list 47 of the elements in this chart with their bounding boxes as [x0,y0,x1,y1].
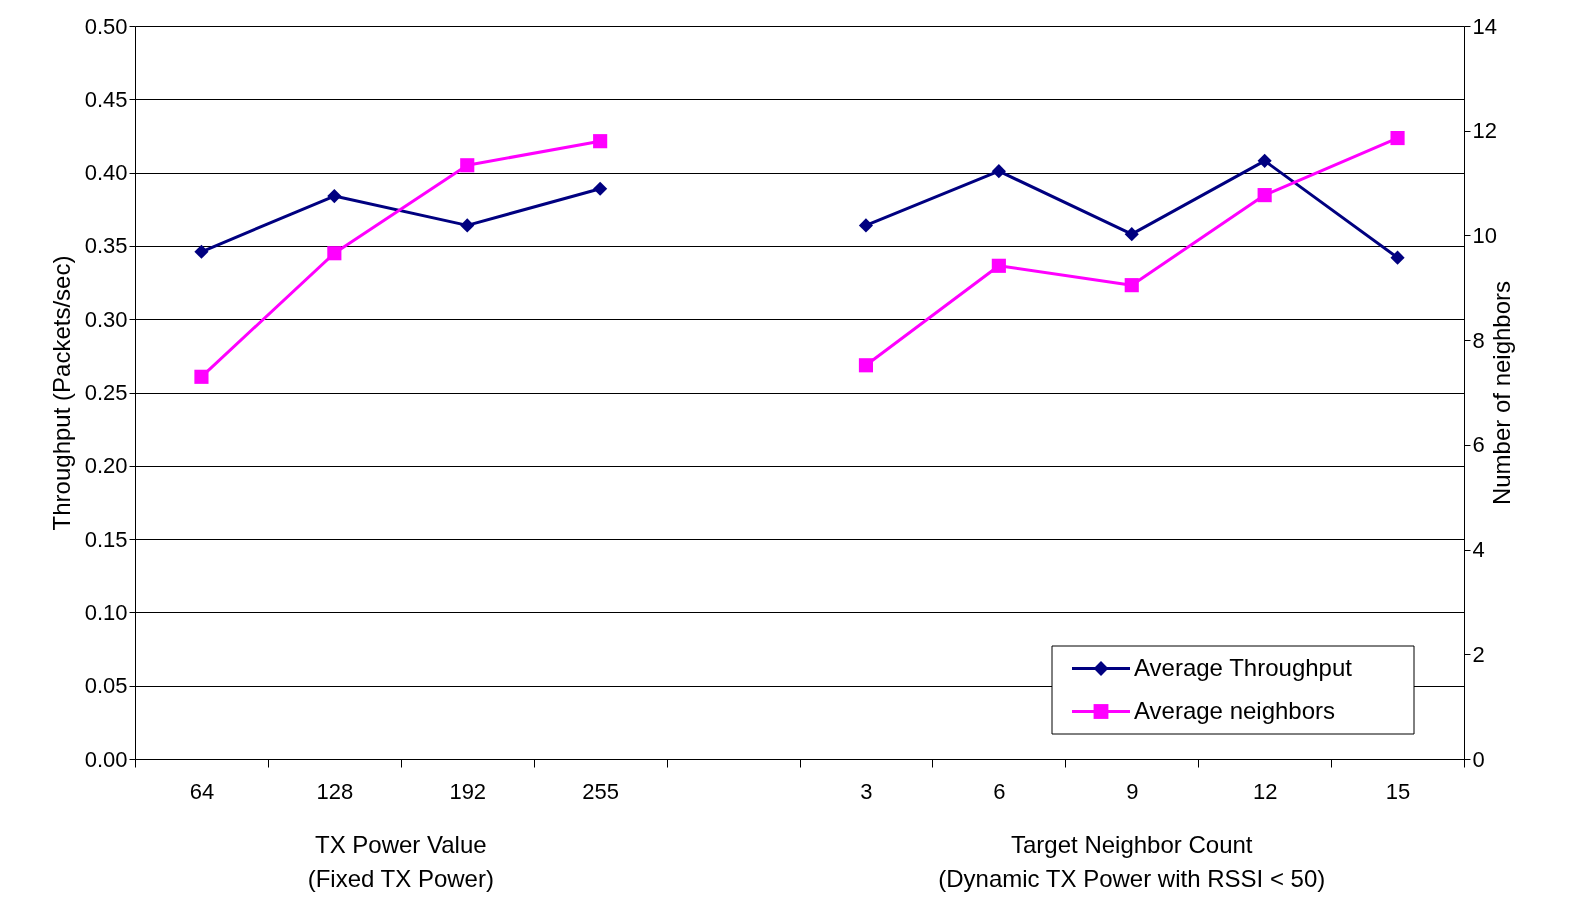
point [1390,130,1405,146]
y-tick-label: 0.00 [84,746,128,772]
point [1124,278,1139,293]
y2-tick-label: 12 [1472,118,1497,144]
y-tick-label: 0.45 [84,86,128,112]
point [593,134,608,149]
y-tick-label: 0.05 [84,673,128,699]
y2-tick-label: 0 [1472,746,1485,772]
x-tick-label: 192 [449,778,487,804]
y2-tick-label: 2 [1472,641,1485,667]
point [858,218,874,233]
x-tick-label: 9 [1126,778,1139,804]
point [858,358,874,373]
y2-tick-label: 4 [1472,537,1485,563]
point [1257,153,1272,168]
point [1124,227,1139,242]
y-tick-label: 0.10 [84,599,128,625]
x-tick-label: 128 [316,778,354,804]
x-tick-label: 64 [189,778,215,804]
x-tick-label: 15 [1385,778,1411,804]
y-tick-label: 0.20 [84,453,128,479]
point [1257,188,1272,203]
y-axis-title: Throughput (Packets/sec) [47,255,75,531]
x-tick-label: 12 [1252,778,1278,804]
text: Target Neighbor Count (Dynamic TX Power with RSSI < 50) [938,831,1326,892]
point [1390,250,1405,265]
x-tick-label: 255 [582,778,620,804]
point [194,369,209,384]
x-axis-title: TX Power Value (Fixed TX Power) [307,831,494,892]
x-tick-label: 3 [860,778,873,804]
y-tick-label: 0.25 [84,380,128,405]
y2-tick-label: 6 [1472,432,1485,458]
point [460,158,475,173]
y2-tick-label: 8 [1472,327,1485,353]
y-tick-label: 0.40 [84,160,128,186]
y-tick-label: 0.15 [84,526,128,552]
y-tick-label: 0.30 [84,306,128,332]
point [991,164,1006,179]
x-tick-label: 6 [993,778,1006,804]
y-tick-label: 0.50 [84,13,128,39]
point [991,258,1006,273]
legend-label: Average neighbors [1134,696,1336,724]
y-tick-label: 0.35 [84,233,128,259]
legend-label: Average Throughput [1134,653,1353,681]
y2-tick-label: 14 [1472,13,1497,39]
y2-axis-title: Number of neighbors [1487,280,1515,506]
y2-tick-label: 10 [1472,222,1497,248]
